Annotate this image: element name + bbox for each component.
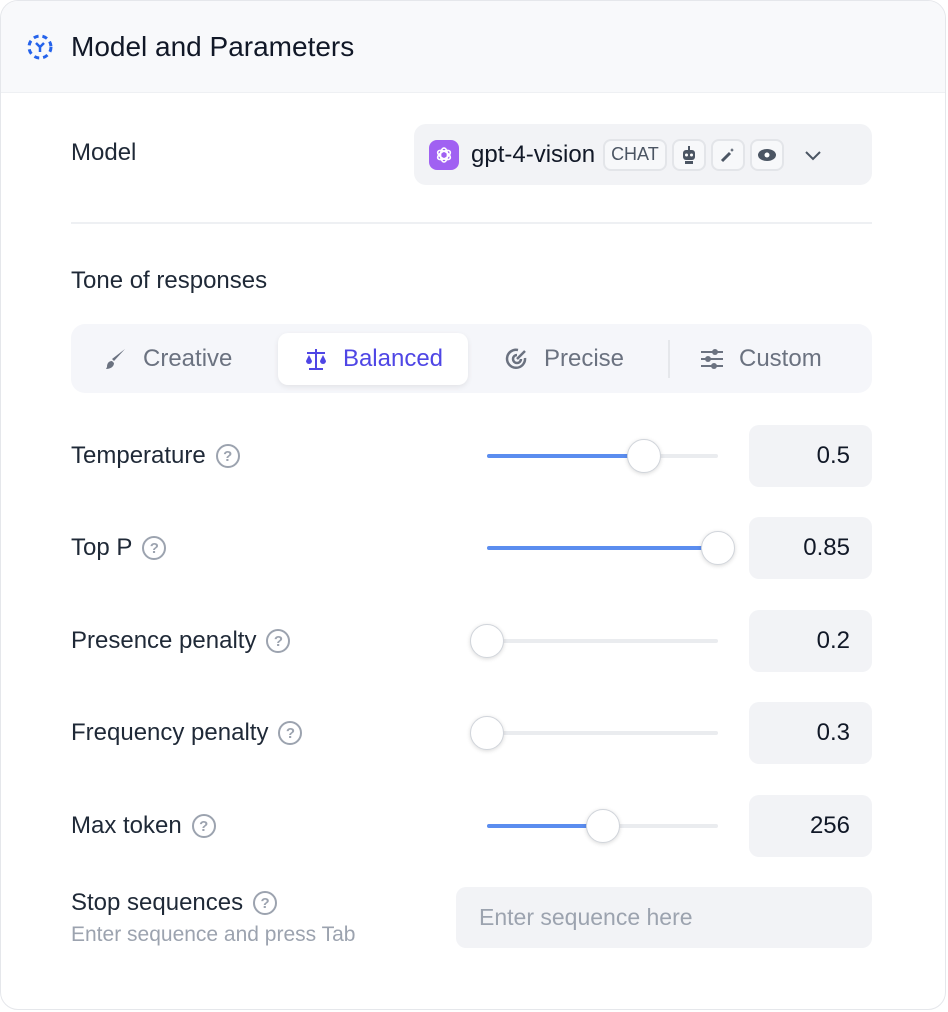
divider	[71, 222, 872, 224]
slider-track[interactable]	[487, 439, 718, 473]
stop-sequences: Stop sequences? Enter sequence and press…	[71, 889, 355, 947]
param-value-input[interactable]: 0.2	[749, 610, 872, 672]
slider-fill	[487, 824, 603, 828]
tone-tabs: Creative Balanced Precise Custom	[71, 324, 872, 393]
model-select[interactable]: gpt-4-vision CHAT	[414, 124, 872, 185]
slider-thumb[interactable]	[701, 531, 735, 565]
param-label: Top P	[71, 534, 133, 561]
param-value-input[interactable]: 0.5	[749, 425, 872, 487]
param-value-input[interactable]: 0.3	[749, 702, 872, 764]
slider-fill	[487, 546, 718, 550]
slider-fill	[487, 454, 645, 458]
brush-icon	[106, 349, 125, 369]
slider-thumb[interactable]	[470, 624, 504, 658]
target-icon	[505, 348, 527, 370]
help-icon[interactable]: ?	[266, 629, 291, 653]
param-temperature: Temperature? 0.5	[71, 425, 872, 487]
tab-label: Balanced	[342, 345, 444, 372]
panel-title: Model and Parameters	[71, 30, 355, 62]
cube-dashed-icon	[27, 34, 53, 59]
help-icon[interactable]: ?	[278, 721, 303, 745]
tab-label: Precise	[544, 345, 625, 372]
param-value-input[interactable]: 256	[749, 795, 872, 857]
openai-icon	[429, 139, 459, 170]
param-top-p: Top P? 0.85	[71, 517, 872, 579]
stop-sequences-hint: Enter sequence and press Tab	[71, 923, 356, 946]
model-name: gpt-4-vision	[471, 140, 596, 168]
scale-icon	[305, 349, 326, 370]
tone-label: Tone of responses	[71, 267, 268, 294]
slider-track[interactable]	[470, 624, 718, 658]
chevron-down-icon	[805, 150, 821, 160]
slider-track[interactable]	[470, 716, 718, 750]
stop-sequences-label: Stop sequences	[71, 889, 244, 916]
tab-precise[interactable]: Precise	[504, 333, 624, 385]
sliders-icon	[701, 349, 723, 369]
stop-sequence-input[interactable]	[456, 887, 872, 948]
slider-track[interactable]	[487, 809, 718, 843]
tab-label: Custom	[739, 345, 822, 372]
help-icon[interactable]: ?	[215, 444, 240, 468]
tab-balanced[interactable]: Balanced	[278, 333, 468, 385]
tab-custom[interactable]: Custom	[699, 333, 822, 385]
param-presence-penalty: Presence penalty? 0.2	[71, 610, 872, 672]
tab-separator	[668, 340, 670, 378]
slider-thumb[interactable]	[470, 716, 504, 750]
tab-creative[interactable]: Creative	[103, 333, 232, 385]
eye-icon	[749, 138, 784, 171]
chat-badge: CHAT	[603, 138, 667, 171]
slider-thumb[interactable]	[627, 439, 662, 473]
tab-label: Creative	[143, 345, 233, 372]
slider-track[interactable]	[487, 531, 735, 565]
param-label: Max token	[71, 812, 182, 839]
param-frequency-penalty: Frequency penalty? 0.3	[71, 702, 872, 764]
help-icon[interactable]: ?	[253, 891, 278, 915]
param-label: Temperature	[71, 442, 206, 469]
param-label: Frequency penalty	[71, 719, 269, 746]
slider-thumb[interactable]	[585, 809, 620, 843]
param-value-input[interactable]: 0.85	[749, 517, 872, 579]
magic-wand-icon	[710, 138, 745, 171]
help-icon[interactable]: ?	[142, 536, 167, 560]
panel-header: Model and Parameters	[1, 1, 945, 93]
model-label: Model	[71, 139, 137, 166]
robot-icon	[671, 138, 706, 171]
help-icon[interactable]: ?	[191, 814, 216, 838]
param-label: Presence penalty	[71, 627, 257, 654]
param-max-token: Max token? 256	[71, 795, 872, 857]
